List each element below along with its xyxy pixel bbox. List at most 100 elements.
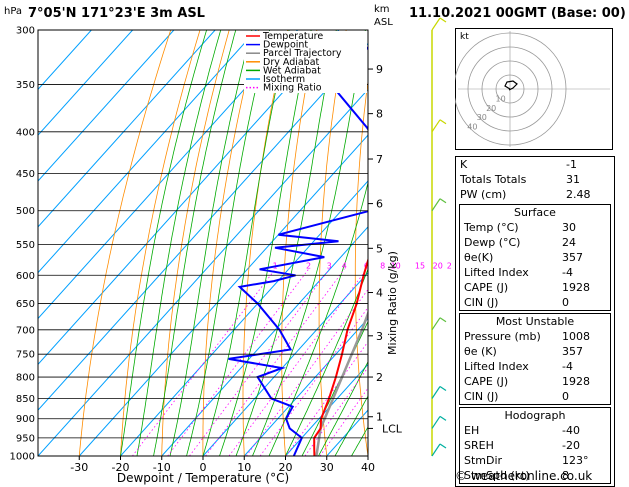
lcl-label: LCL — [382, 422, 403, 435]
wind-barb — [431, 198, 447, 212]
mixing-ratio-value-label: 4 — [342, 261, 347, 270]
index-key: CIN (J) — [464, 390, 499, 403]
index-value: 357 — [562, 251, 583, 264]
index-key: EH — [464, 424, 480, 437]
isotherm-line — [38, 30, 175, 182]
index-key: CIN (J) — [464, 296, 499, 309]
wet-adiabat-line — [285, 267, 368, 456]
dry-adiabat-line — [354, 78, 368, 456]
index-value: -20 — [562, 439, 580, 452]
skew-t-chart: 12346810152025 hPa3003504004505005506006… — [4, 4, 453, 485]
pressure-tick-label: 450 — [16, 169, 35, 180]
pressure-tick-label: 1000 — [10, 452, 35, 463]
legend-entry: Temperature — [262, 31, 323, 42]
mixing-ratio-line — [228, 269, 367, 456]
wet-adiabat-line — [334, 395, 368, 456]
pressure-tick-label: 500 — [16, 206, 35, 217]
wet-adiabat-line — [252, 30, 366, 456]
pressure-tick-label: 900 — [16, 414, 35, 425]
index-row: CAPE (J) 1928 — [460, 374, 610, 389]
index-value: 31 — [566, 173, 580, 186]
mixing-ratio-value-label: 3 — [327, 261, 332, 270]
dewpoint-line — [228, 46, 368, 456]
km-tick-label: 9 — [376, 63, 383, 76]
index-row: CAPE (J) 1928 — [460, 280, 610, 295]
isotherm-line — [161, 226, 368, 456]
index-value: 1928 — [562, 375, 590, 388]
index-row: SREH -20 — [460, 438, 610, 453]
index-value: -1 — [566, 158, 577, 171]
mixing-ratio-value-label: 8 — [380, 261, 385, 270]
index-key: Lifted Index — [464, 360, 529, 373]
mixing-ratio-line — [189, 269, 330, 456]
temp-tick-label: 40 — [361, 461, 375, 474]
surface-title: Surface — [514, 206, 556, 219]
pressure-axis-unit: hPa — [4, 6, 22, 17]
temp-tick-label: 10 — [237, 461, 251, 474]
index-key: θe(K) — [464, 251, 494, 264]
legend-box — [244, 31, 367, 93]
x-axis-label: Dewpoint / Temperature (°C) — [117, 471, 289, 485]
index-value: 1928 — [562, 281, 590, 294]
index-row: Lifted Index -4 — [460, 265, 610, 280]
hodograph-trace — [504, 80, 518, 91]
pressure-tick-label: 550 — [16, 240, 35, 251]
pressure-tick-label: 950 — [16, 433, 35, 444]
pressure-tick-label: 700 — [16, 325, 35, 336]
index-value: 1008 — [562, 330, 590, 343]
dry-adiabat-line — [390, 30, 409, 456]
index-row: Dewp (°C) 24 — [460, 235, 610, 250]
mixing-ratio-value-label: 10 — [391, 261, 401, 270]
index-row: PW (cm) 2.48 — [456, 187, 614, 202]
km-tick-label: 4 — [376, 287, 383, 300]
index-value: -4 — [562, 360, 573, 373]
legend-entry: Wet Adiabat — [263, 65, 321, 76]
isotherm-line — [38, 30, 216, 228]
isotherm-line — [38, 88, 368, 456]
isotherm-line — [409, 30, 452, 456]
index-value: -4 — [562, 266, 573, 279]
km-tick-label: 5 — [376, 242, 383, 255]
index-value: 0 — [562, 296, 569, 309]
temp-tick-label: -30 — [70, 461, 88, 474]
pressure-tick-label: 850 — [16, 394, 35, 405]
temperature-line — [313, 257, 368, 456]
km-tick-label: 7 — [376, 153, 383, 166]
hodograph-section: Hodograph EH -40 SREH -20 StmDir 123° StmSpd (… — [459, 407, 611, 484]
km-axis-unit: ASL — [374, 17, 393, 28]
isotherm-line — [326, 409, 368, 456]
index-key: Lifted Index — [464, 266, 529, 279]
legend-entry: Mixing Ratio — [263, 83, 322, 94]
isotherm-line — [38, 30, 257, 274]
index-value: 2.48 — [566, 188, 591, 201]
isotherm-line — [38, 30, 299, 320]
hodograph-title: Hodograph — [504, 409, 566, 422]
index-value: 0 — [562, 390, 569, 403]
mixing-ratio-value-label: 15 — [415, 261, 425, 270]
km-tick-label: 1 — [376, 411, 383, 424]
index-row: Temp (°C) 30 — [460, 220, 610, 235]
km-axis-unit: km — [374, 4, 390, 15]
hodograph-ring-label: 40 — [467, 123, 477, 132]
legend-entry: Dewpoint — [263, 40, 308, 51]
legend-entry: Parcel Trajectory — [263, 48, 342, 59]
wind-barb — [431, 443, 447, 457]
wet-adiabat-line — [385, 30, 453, 456]
km-tick-label: 8 — [376, 108, 383, 121]
temp-tick-label: 30 — [320, 461, 334, 474]
mixing-ratio-line — [205, 269, 345, 456]
temp-tick-label: -10 — [153, 461, 171, 474]
index-row: θe (K) 357 — [460, 344, 610, 359]
index-value: 123° — [562, 454, 589, 467]
index-key: SREH — [464, 439, 494, 452]
mixing-ratio-line — [167, 269, 309, 456]
dry-adiabat-line — [424, 30, 450, 456]
index-row: CIN (J) 0 — [460, 295, 610, 310]
wind-barb — [431, 385, 447, 399]
index-value: 24 — [562, 236, 576, 249]
pressure-tick-label: 400 — [16, 127, 35, 138]
index-key: K — [460, 158, 468, 171]
isotherm-line — [285, 363, 368, 456]
pressure-tick-label: 600 — [16, 271, 35, 282]
index-value: 357 — [562, 345, 583, 358]
